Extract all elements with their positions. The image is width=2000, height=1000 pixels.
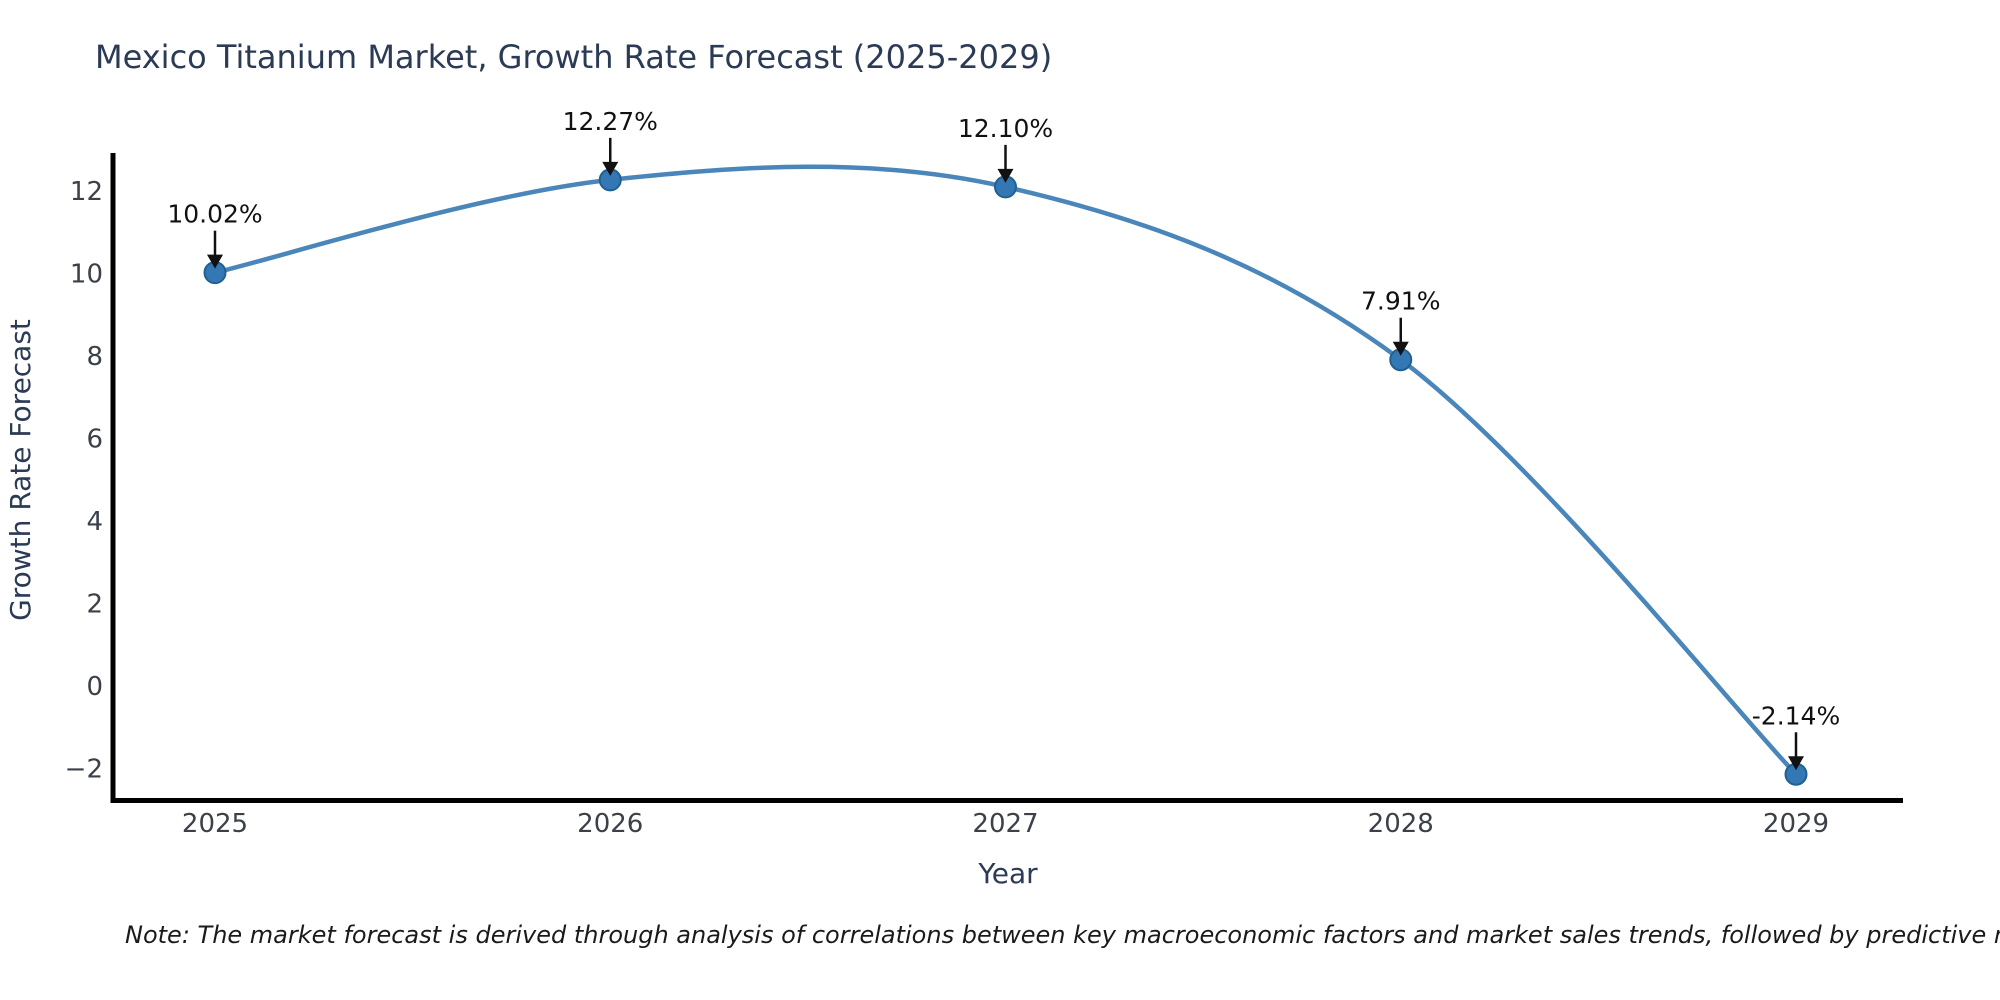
x-tick-label: 2027 (972, 809, 1038, 839)
x-axis-label: Year (977, 857, 1038, 890)
series-spline (212, 164, 1799, 777)
y-tick-label: 12 (70, 177, 103, 207)
chart-title: Mexico Titanium Market, Growth Rate Fore… (95, 38, 1052, 76)
x-tick-label: 2025 (182, 809, 248, 839)
x-tick-label: 2026 (577, 809, 643, 839)
annotation-label: -2.14% (1752, 701, 1840, 730)
annotation-label: 12.27% (563, 107, 658, 136)
annotation-arrow-head (1392, 341, 1409, 356)
annotation-arrow-head (1788, 756, 1804, 771)
x-tick-label: 2028 (1368, 809, 1434, 839)
footnote: Note: The market forecast is derived thr… (125, 921, 2000, 949)
x-tick-labels: 2025 2026 2027 2028 2029 (182, 809, 1829, 839)
y-tick-labels: 12 10 8 6 4 2 0 −2 (65, 177, 103, 785)
y-tick-label: 6 (86, 425, 103, 455)
y-tick-label: 2 (86, 590, 103, 620)
growth-rate-series-line (212, 164, 1799, 777)
annotation-arrow-head (997, 168, 1014, 183)
annotation-label: 7.91% (1361, 287, 1440, 316)
annotation-label: 12.10% (958, 114, 1053, 143)
y-tick-label: 0 (86, 672, 103, 702)
y-axis-label: Growth Rate Forecast (4, 319, 37, 621)
point-annotations: 10.02% 12.27% 12.10% 7.91% -2.14% (167, 107, 1840, 771)
y-tick-label: −2 (65, 755, 103, 785)
y-tick-label: 4 (86, 507, 103, 537)
x-tick-label: 2029 (1763, 809, 1829, 839)
y-tick-label: 10 (70, 260, 103, 290)
annotation-label: 10.02% (167, 200, 262, 229)
growth-rate-series-markers (203, 168, 1808, 786)
y-tick-label: 8 (86, 342, 103, 372)
annotation-arrow-head (602, 161, 619, 176)
annotation-arrow-head (207, 254, 223, 269)
